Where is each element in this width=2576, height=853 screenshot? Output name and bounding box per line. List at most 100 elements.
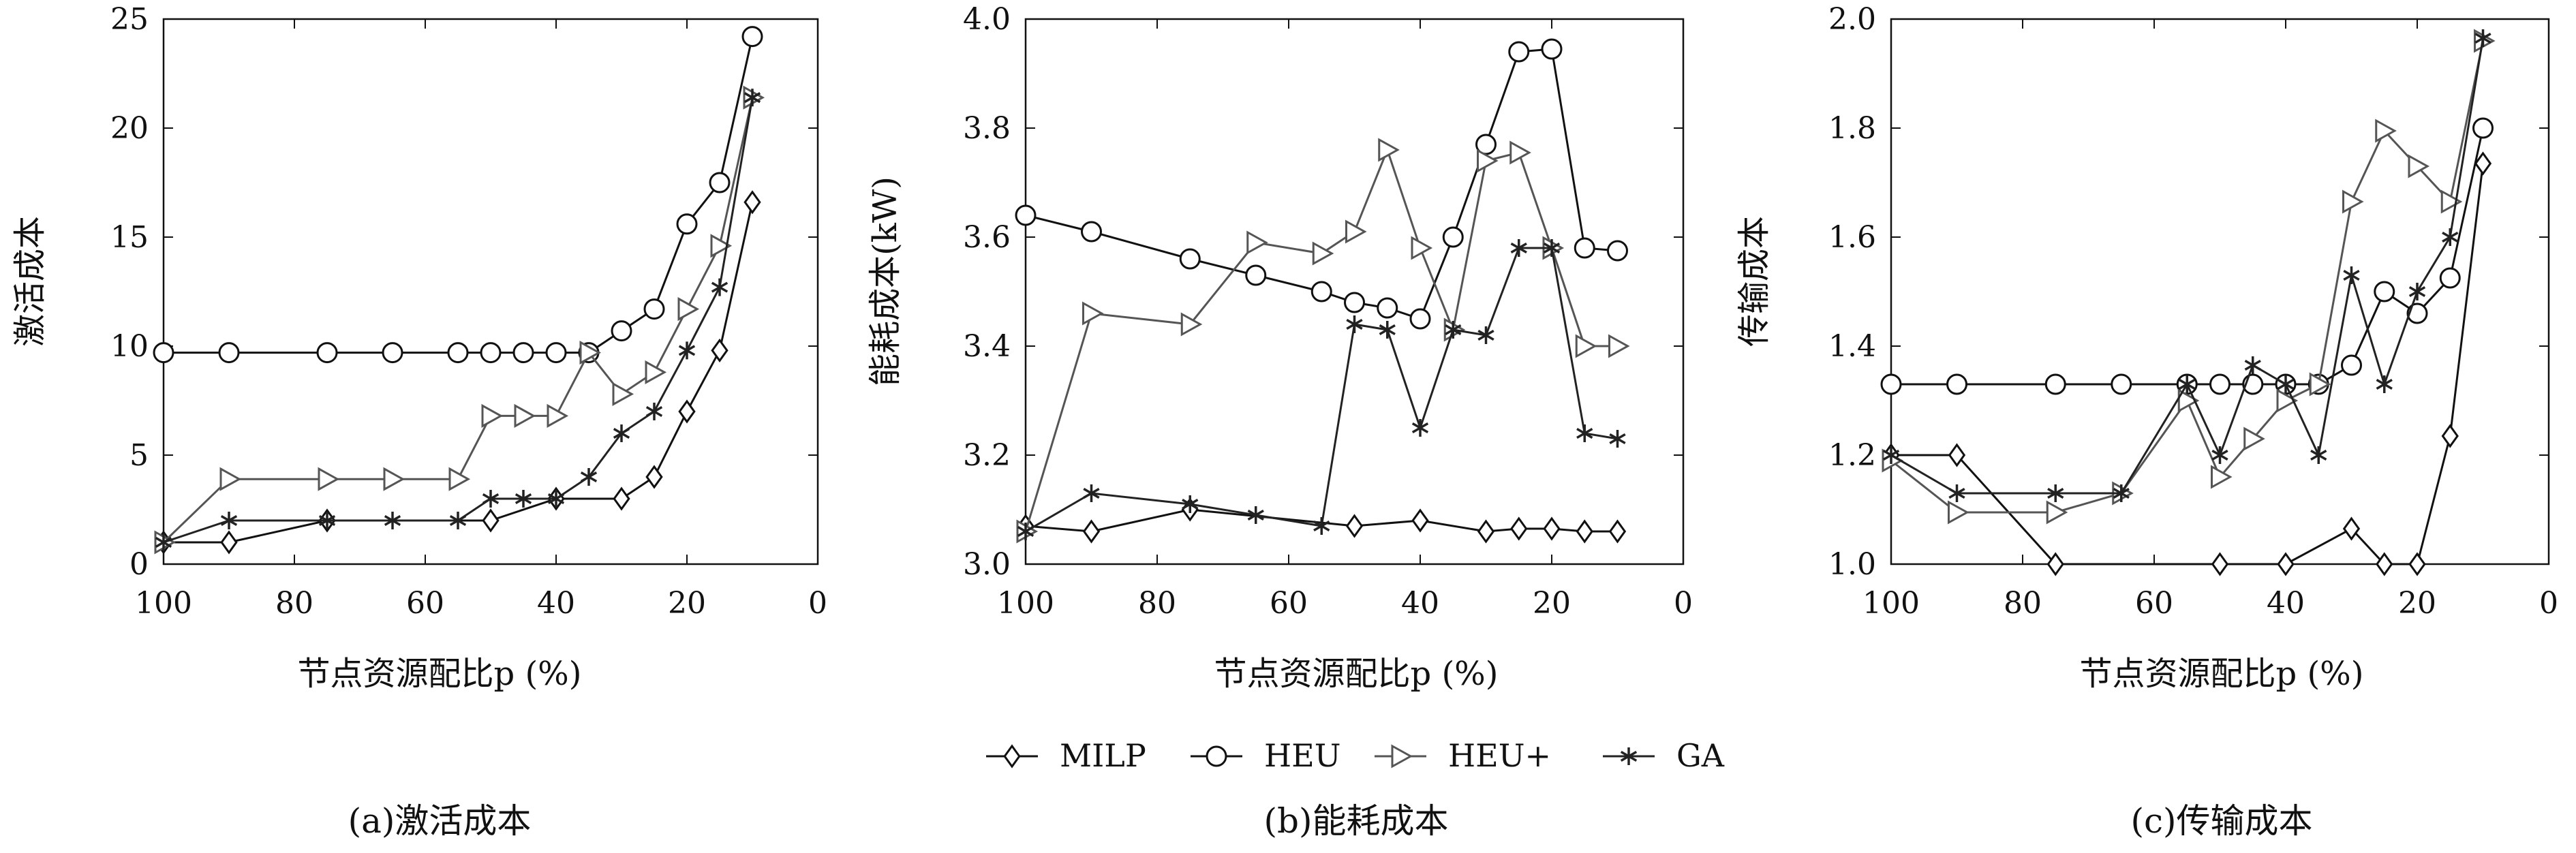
data-point — [1477, 149, 1499, 173]
asterisk-stroke — [1411, 422, 1429, 434]
series-markers-heu — [1015, 38, 1628, 330]
data-point — [155, 533, 172, 551]
plot-frame — [1024, 18, 1685, 565]
x-tick-label: 60 — [406, 586, 444, 621]
asterisk-stroke — [1182, 498, 1199, 510]
y-tick-label: 3.4 — [963, 329, 1011, 364]
data-point — [1377, 297, 1398, 319]
data-point — [676, 213, 698, 235]
data-point — [220, 512, 238, 529]
data-point — [1442, 226, 1464, 248]
data-point — [1180, 312, 1203, 337]
legend-label: GA — [1676, 737, 1725, 774]
series-line-heu — [164, 36, 754, 354]
data-point — [2408, 154, 2430, 179]
series-markers-heu-plus — [154, 85, 765, 555]
data-point — [384, 512, 401, 529]
asterisk-stroke — [580, 471, 598, 483]
data-point — [1948, 443, 1966, 467]
series-markers-milp — [1882, 151, 2492, 576]
series-line-ga — [1025, 247, 1618, 533]
data-point — [1543, 516, 1561, 541]
data-point — [2277, 552, 2295, 576]
data-point — [449, 512, 467, 529]
series-markers-milp — [155, 190, 761, 555]
data-point — [613, 486, 630, 511]
legend-entry-ga: GA — [1603, 737, 1725, 774]
x-tick-label: 100 — [1862, 586, 1920, 621]
data-point — [316, 342, 338, 364]
data-point — [2439, 267, 2461, 289]
asterisk-stroke — [1346, 318, 1363, 330]
data-point — [1378, 138, 1400, 162]
asterisk-stroke — [678, 345, 696, 356]
asterisk-stroke — [220, 514, 238, 527]
data-point — [383, 467, 405, 491]
asterisk-stroke — [711, 281, 729, 293]
data-point — [2046, 552, 2064, 576]
asterisk-stroke — [2047, 487, 2064, 499]
x-axis-label: 节点资源配比p (%) — [1214, 655, 1498, 693]
x-tick-label: 100 — [135, 586, 192, 621]
asterisk-stroke — [1948, 487, 1965, 499]
data-point — [2111, 373, 2132, 395]
legend-marker-asterisk — [1603, 747, 1655, 765]
data-point — [318, 512, 336, 529]
data-point — [2408, 283, 2426, 300]
data-point — [2474, 29, 2491, 47]
asterisk-stroke — [1477, 329, 1494, 341]
data-point — [645, 403, 663, 420]
data-point — [1946, 373, 1967, 395]
data-point — [1081, 221, 1102, 243]
series-markers-heu-plus — [1882, 29, 2496, 525]
data-point — [2046, 500, 2068, 525]
data-point — [741, 26, 763, 48]
data-point — [1948, 500, 1969, 525]
data-point — [2310, 446, 2327, 464]
data-point — [2309, 372, 2331, 397]
x-tick-label: 60 — [1270, 586, 1308, 621]
data-point — [482, 490, 500, 508]
y-tick-label: 1.6 — [1828, 220, 1876, 255]
asterisk-stroke — [1083, 487, 1100, 499]
y-tick-label: 1.2 — [1828, 438, 1876, 473]
data-point — [547, 403, 569, 428]
data-point — [2474, 151, 2492, 176]
data-point — [1543, 239, 1561, 257]
series-markers-heu-plus — [1016, 138, 1630, 544]
data-point — [1345, 219, 1367, 244]
asterisk-stroke — [1379, 324, 1396, 336]
asterisk-stroke — [318, 514, 336, 527]
data-point — [1247, 506, 1264, 524]
data-point — [2376, 375, 2393, 393]
data-point — [219, 467, 242, 491]
data-point — [1508, 41, 1530, 63]
data-point — [2376, 552, 2393, 576]
data-point — [710, 234, 733, 258]
series-line-milp — [1891, 163, 2484, 565]
data-point — [1607, 240, 1628, 262]
data-point — [709, 172, 731, 193]
series-line-heu-plus — [1890, 40, 2484, 514]
data-point — [2179, 375, 2196, 393]
y-tick-label: 5 — [129, 438, 149, 473]
legend-label: HEU — [1264, 737, 1340, 774]
y-tick-label: 3.6 — [963, 220, 1011, 255]
data-point — [1411, 236, 1433, 260]
data-point — [1082, 519, 1101, 544]
asterisk-stroke — [2244, 359, 2261, 371]
asterisk-stroke — [2376, 378, 2393, 390]
x-axis-label: 节点资源配比p (%) — [2079, 655, 2363, 693]
asterisk-stroke — [1609, 433, 1626, 445]
asterisk-stroke — [645, 405, 663, 418]
asterisk-stroke — [2277, 378, 2295, 390]
data-point — [2342, 516, 2361, 541]
data-point — [512, 342, 534, 364]
data-point — [1206, 745, 1227, 767]
data-point — [1411, 508, 1429, 533]
data-point — [153, 342, 174, 364]
asterisk-stroke — [2442, 231, 2459, 243]
y-tick-label: 3.2 — [963, 438, 1011, 473]
data-point — [611, 320, 632, 342]
y-axis-label: 激活成本 — [11, 216, 49, 347]
